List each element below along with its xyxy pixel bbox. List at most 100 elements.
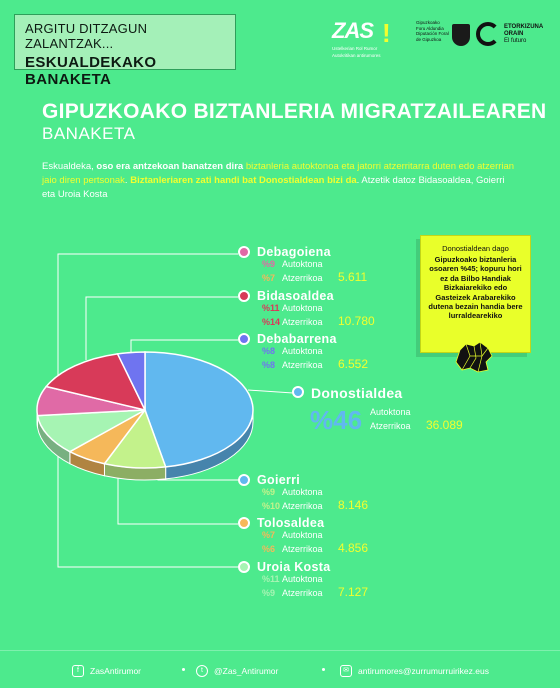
stat-pct: %6 — [262, 543, 276, 554]
etorkizuna-logo: ETORKIZUNA ORAIN El futuro — [476, 20, 560, 60]
footer-facebook-text: ZasAntirumor — [90, 666, 142, 676]
region-debabarrena: Debabarrena %8 Autoktona %8 Atzerrikoa 6.55… — [238, 332, 368, 371]
pie-slice-uroia-kosta — [36, 409, 146, 453]
region-name: Bidasoaldea — [238, 289, 375, 303]
footer-email-text: antirumores@zurrumurruirikez.eus — [358, 666, 489, 676]
leader-donostialdea — [247, 389, 294, 394]
header-line2: ESKUALDEKAKO BANAKETA — [25, 54, 157, 88]
stat-autoktona: %7 Autoktona — [238, 530, 368, 541]
header-line1: ARGITU DITZAGUN ZALANTZAK... — [25, 21, 148, 51]
stat-count: 8.146 — [338, 497, 369, 512]
stat-count: 4.856 — [338, 540, 369, 555]
footer-separator — [182, 668, 185, 671]
stat-label: Atzerrikoa — [282, 543, 323, 554]
stat-pct: %7 — [262, 530, 276, 540]
etorkizuna-l2: ORAIN — [504, 30, 524, 37]
region-name-text: Bidasoaldea — [257, 289, 334, 303]
region-name: Uroia Kosta — [238, 560, 368, 574]
etorkizuna-ring-icon — [476, 22, 500, 46]
stat-label: Autoktona — [282, 303, 323, 313]
stat-pct: %11 — [262, 303, 280, 313]
stat-atzerrikoa: %14 Atzerrikoa 10.780 — [238, 314, 375, 328]
zas-logo: ZAS ! Ustelkerian Rol Rumor Autokritikan… — [332, 18, 396, 64]
region-name-text: Tolosaldea — [257, 516, 325, 530]
pie-slice-donostialdea — [144, 351, 254, 468]
pie-chart — [36, 253, 294, 568]
stat-label: Atzerrikoa — [282, 316, 323, 327]
zas-logo-bang: ! — [382, 18, 391, 48]
region-name-text: Debagoiena — [257, 245, 331, 259]
header-title-box: ARGITU DITZAGUN ZALANTZAK... ESKUALDEKAK… — [14, 14, 236, 88]
stat-count: 7.127 — [338, 584, 369, 599]
region-dot-icon — [238, 517, 250, 529]
header: ARGITU DITZAGUN ZALANTZAK... ESKUALDEKAK… — [0, 0, 560, 88]
leader-uroiakosta — [57, 445, 238, 568]
mail-icon: ✉ — [340, 665, 352, 677]
gipuzkoa-logo-l2: Foru Aldundia — [416, 25, 444, 31]
intro-p2: oso era antzekoan banatzen dira — [96, 161, 244, 172]
leader-debabarrena — [130, 339, 238, 352]
gipuzkoa-logo-l3: Diputación Foral — [416, 31, 449, 37]
gipuzkoa-logo-l1: Gipuzkoako — [416, 20, 440, 25]
stat-big-pct: %46 — [310, 405, 363, 435]
intro-p5: . — [124, 174, 131, 186]
callout-line1: Donostialdean dago — [442, 244, 509, 253]
zas-logo-sub1: Ustelkerian Rol Rumor — [332, 46, 378, 51]
region-name: Debagoiena — [238, 245, 367, 259]
twitter-icon: t — [196, 665, 208, 677]
facebook-icon: f — [72, 665, 84, 677]
footer-twitter[interactable]: t @Zas_Antirumor — [196, 665, 278, 677]
footer-email[interactable]: ✉ antirumores@zurrumurruirikez.eus — [340, 665, 489, 677]
region-bidasoaldea: Bidasoaldea %11 Autoktona %14 Atzerrikoa 10… — [238, 289, 375, 328]
stat-pct: %9 — [262, 259, 276, 269]
region-name-text: Donostialdea — [311, 385, 403, 401]
footer-twitter-text: @Zas_Antirumor — [214, 666, 279, 676]
footer-facebook[interactable]: f ZasAntirumor — [72, 665, 141, 677]
region-donostialdea: Donostialdea %46 Autoktona Atzerrikoa 36.… — [292, 385, 492, 445]
stat-atzerrikoa: Atzerrikoa 36.089 — [370, 418, 463, 432]
leader-tolosaldea — [117, 466, 238, 525]
region-tolosaldea: Tolosaldea %7 Autoktona %6 Atzerrikoa 4.856 — [238, 516, 368, 555]
stat-autoktona: %11 Autoktona — [238, 574, 368, 585]
callout-box: Donostialdean dago Gipuzkoako biztanleri… — [420, 235, 531, 353]
stat-pct: %11 — [262, 574, 280, 584]
callout-line2: Gipuzkoako biztanleria osoaren %45; kopu… — [428, 255, 523, 321]
stat-autoktona: %11 Autoktona — [238, 303, 375, 314]
region-name-text: Debabarrena — [257, 332, 337, 346]
stat-pct: %14 — [262, 316, 281, 327]
etorkizuna-l3: El futuro — [504, 37, 527, 44]
page-subtitle: BANAKETA — [42, 124, 136, 143]
zas-logo-sub2: Autokritikan antirumores — [332, 53, 381, 59]
gipuzkoa-logo-l4: de Gipuzkoa — [416, 36, 442, 42]
zas-logo-word: ZAS — [332, 18, 374, 43]
stat-pct: %8 — [262, 346, 276, 356]
etorkizuna-logo-text: ETORKIZUNA ORAIN El futuro — [504, 24, 543, 45]
shield-icon — [452, 24, 470, 46]
intro-p6: Biztanleriaren zati handi bat Donostiald… — [130, 174, 357, 186]
stat-label: Autoktona — [370, 407, 411, 417]
stat-label: Atzerrikoa — [282, 500, 323, 511]
footer: f ZasAntirumor t @Zas_Antirumor ✉ antiru… — [0, 650, 560, 688]
region-dot-icon — [238, 333, 250, 345]
stat-pct: %9 — [262, 587, 276, 598]
stat-label: Atzerrikoa — [282, 359, 323, 370]
stat-label: Autoktona — [282, 346, 323, 356]
footer-separator — [322, 668, 325, 671]
page-title: GIPUZKOAKO BIZTANLERIA MIGRATZAILEAREN — [42, 100, 547, 123]
region-debagoiena: Debagoiena %9 Autoktona %7 Atzerrikoa 5.611 — [238, 245, 367, 284]
region-name-text: Uroia Kosta — [257, 560, 331, 574]
stat-pct: %7 — [262, 272, 276, 283]
region-dot-icon — [238, 246, 250, 258]
region-name: Tolosaldea — [238, 516, 368, 530]
intro-p1: Eskualdeka, — [42, 161, 97, 172]
intro-text: Eskualdeka, oso era antzekoan banatzen d… — [42, 160, 520, 201]
region-dot-icon — [238, 290, 250, 302]
pie-slice-debabarrena — [116, 351, 146, 411]
region-name: Donostialdea — [292, 385, 492, 401]
stat-autoktona: Autoktona — [370, 407, 426, 418]
leader-debagoiena — [57, 253, 238, 380]
region-dot-icon — [238, 474, 250, 486]
stat-label: Autoktona — [282, 487, 323, 497]
stat-pct: %9 — [262, 487, 276, 497]
region-dot-icon — [292, 386, 304, 398]
